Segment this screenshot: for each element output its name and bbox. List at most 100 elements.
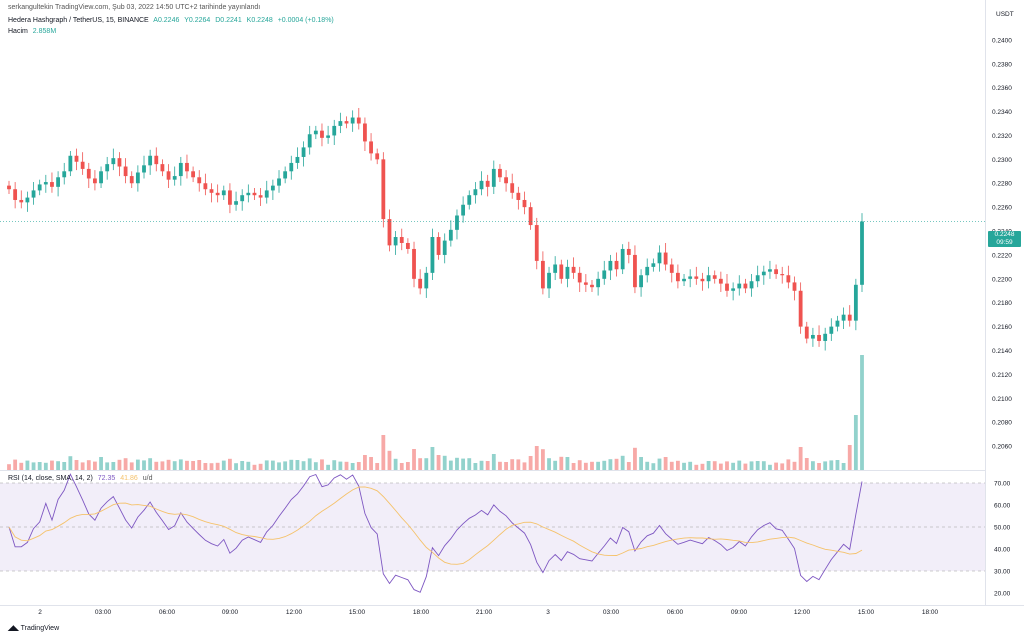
volume-bar [93, 461, 97, 470]
volume-bar [510, 459, 515, 470]
volume-bar [448, 460, 453, 470]
candle-body [166, 171, 171, 180]
volume-bar [399, 463, 404, 470]
candle-body [203, 183, 208, 190]
candle-body [418, 278, 423, 289]
price-tick-label: 0.2320 [992, 133, 1012, 140]
candle-body [804, 326, 809, 339]
candle-body [86, 168, 91, 179]
price-tick-label: 0.2200 [992, 276, 1012, 283]
time-tick-label: 09:00 [222, 609, 239, 616]
volume-bar [393, 458, 398, 470]
volume-bar [68, 456, 73, 470]
price-tick-label: 0.2380 [992, 61, 1012, 68]
high-value: Y0.2264 [184, 17, 211, 24]
candle-body [117, 158, 122, 167]
last-price-tag: 0.2248 09:59 [988, 231, 1021, 247]
candle-body [608, 260, 613, 271]
volume-bar [590, 461, 594, 470]
candle-body [522, 199, 527, 208]
candle-body [737, 283, 742, 289]
candle-body [215, 192, 220, 196]
candle-body [786, 275, 791, 283]
candle-body [743, 283, 748, 289]
volume-bar [602, 460, 607, 470]
candle-body [197, 177, 202, 184]
rsi-legend[interactable]: RSI (14, close, SMA, 14, 2) 72.35 41.86 … [8, 475, 155, 482]
logo-text: TradingView [20, 625, 60, 632]
candle-body [160, 164, 165, 172]
candle-body [62, 171, 67, 178]
candle-body [485, 180, 490, 187]
tradingview-logo[interactable]: ◢◣ TradingView [8, 624, 59, 632]
volume-bar [228, 458, 232, 470]
volume-bar [461, 458, 466, 470]
volume-bar [80, 462, 85, 470]
candle-body [847, 314, 852, 321]
volume-bar [823, 461, 828, 470]
candle-body [185, 162, 189, 172]
rsi-legend-label: RSI (14, close, SMA, 14, 2) [8, 475, 93, 482]
rsi-sma-line [8, 486, 863, 565]
candle-body [13, 189, 18, 200]
candle-body [682, 278, 686, 282]
price-tick-label: 0.2080 [992, 420, 1012, 427]
volume-bar [755, 461, 760, 470]
candle-body [234, 201, 238, 205]
candle-body [405, 242, 410, 249]
candle-body [596, 278, 601, 288]
candle-body [675, 272, 680, 282]
symbol-legend[interactable]: Hedera Hashgraph / TetherUS, 15, BINANCE… [8, 17, 337, 24]
candle-body [448, 229, 453, 241]
candle-body [320, 130, 324, 138]
volume-legend[interactable]: Hacim 2.858M [8, 28, 59, 35]
volume-bar [780, 463, 785, 470]
volume-bar [841, 463, 846, 470]
candle-body [755, 275, 760, 282]
rsi-tick-label: 60.00 [994, 503, 1011, 510]
price-tick-label: 0.2140 [992, 348, 1012, 355]
volume-bar [185, 460, 189, 470]
volume-bar [620, 455, 625, 470]
candle-body [399, 237, 404, 243]
candle-body [50, 182, 54, 187]
volume-bar [142, 460, 146, 470]
candle-body [706, 275, 711, 282]
volume-bar [86, 460, 91, 470]
candle-body [712, 275, 717, 279]
candle-body [614, 260, 619, 270]
time-tick-label: 12:00 [794, 609, 811, 616]
volume-bar [56, 461, 60, 470]
candle-body [473, 189, 478, 196]
candle-body [829, 326, 834, 334]
candle-body [510, 183, 515, 193]
candle-body [577, 272, 582, 283]
volume-bar [191, 461, 196, 470]
volume-bar [485, 461, 490, 470]
candle-body [74, 155, 79, 162]
rsi-tick-label: 30.00 [994, 569, 1011, 576]
candle-body [111, 158, 116, 165]
volume-bar [289, 459, 294, 470]
candle-body [135, 172, 140, 184]
candle-body [467, 195, 472, 205]
volume-bar [203, 463, 208, 470]
time-tick-label: 03:00 [603, 609, 620, 616]
candle-body [761, 271, 766, 276]
candle-body [516, 192, 521, 200]
price-tick-label: 0.2300 [992, 157, 1012, 164]
candle-body [718, 278, 723, 284]
volume-bar [835, 460, 840, 470]
candle-body [80, 161, 85, 169]
volume-label: Hacim [8, 28, 28, 35]
published-text: serkangultekin TradingView.com, Şub 03, … [8, 4, 261, 11]
volume-bar [473, 463, 478, 470]
volume-bar [37, 462, 42, 470]
candle-body [240, 195, 245, 202]
volume-bar [675, 460, 680, 470]
volume-bar [111, 462, 116, 470]
time-tick-label: 03:00 [95, 609, 112, 616]
volume-bar [148, 458, 153, 470]
candle-body [31, 190, 36, 198]
